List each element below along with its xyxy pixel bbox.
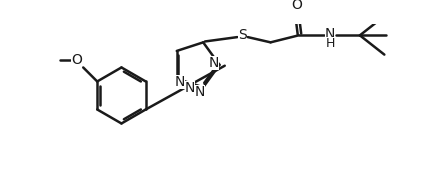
Text: H: H (325, 37, 335, 50)
Text: N: N (325, 27, 335, 41)
Text: S: S (238, 28, 247, 42)
Text: N: N (194, 85, 205, 99)
Text: N: N (208, 56, 219, 70)
Text: O: O (292, 0, 302, 12)
Text: O: O (71, 53, 82, 66)
Text: N: N (185, 81, 195, 95)
Text: N: N (175, 75, 185, 89)
